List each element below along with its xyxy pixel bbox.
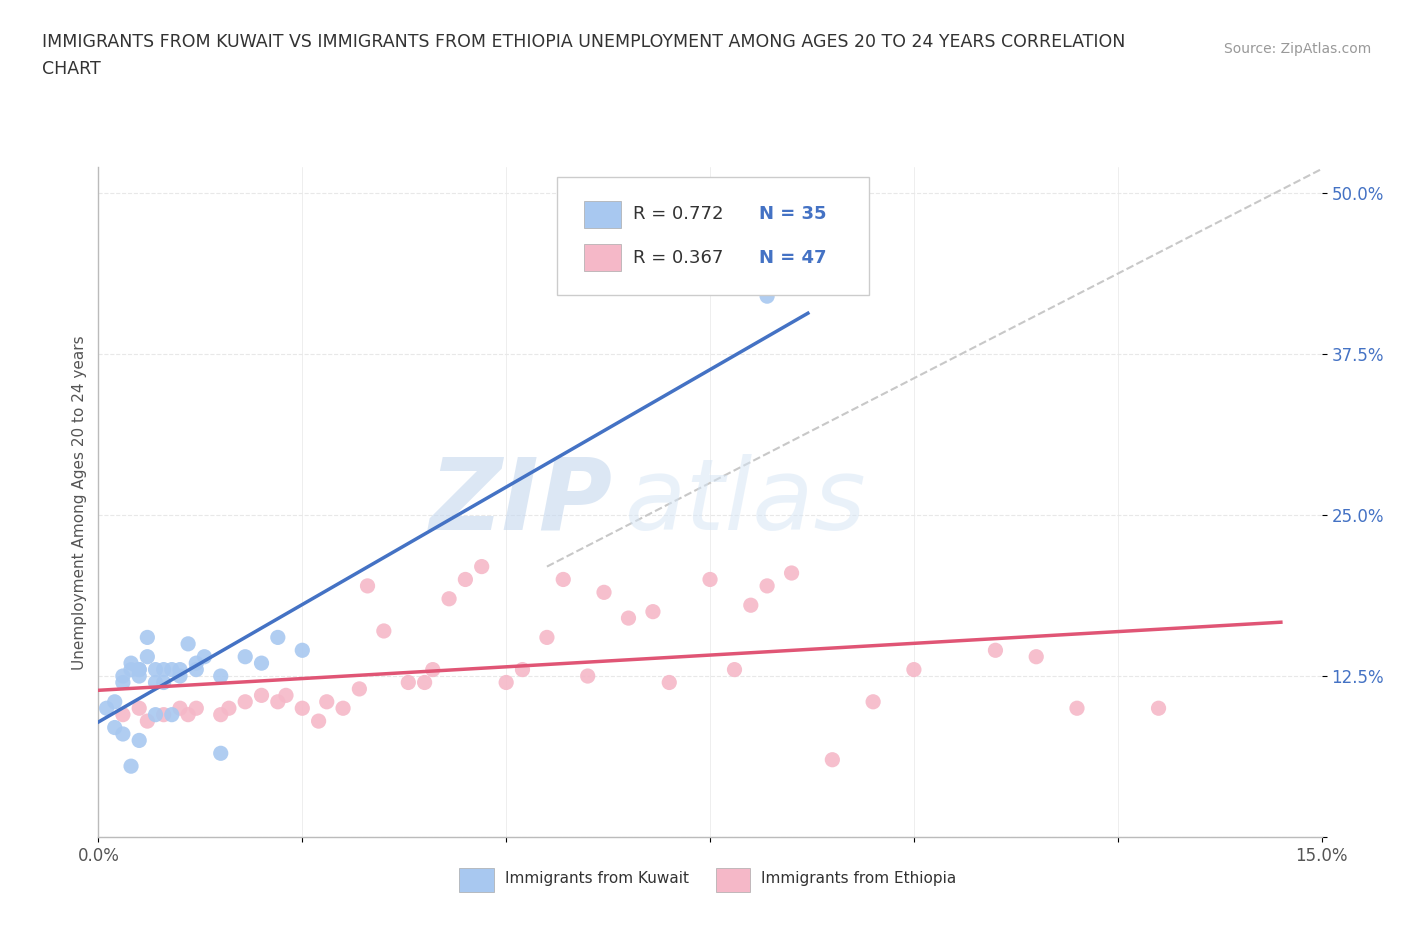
Point — [233, 695, 256, 710]
Point — [120, 759, 142, 774]
Point — [128, 662, 150, 677]
Text: N = 35: N = 35 — [759, 206, 827, 223]
Text: R = 0.772: R = 0.772 — [633, 206, 724, 223]
Point — [576, 669, 599, 684]
Point — [111, 669, 134, 684]
Text: ZIP: ZIP — [429, 454, 612, 551]
Point — [862, 695, 884, 710]
Point — [903, 662, 925, 677]
Point — [512, 662, 534, 677]
Text: atlas: atlas — [624, 454, 866, 551]
Point — [658, 675, 681, 690]
Point — [1147, 701, 1170, 716]
Point — [136, 630, 159, 644]
Point — [1066, 701, 1088, 716]
Text: R = 0.367: R = 0.367 — [633, 249, 723, 267]
Point — [699, 572, 721, 587]
Point — [209, 746, 232, 761]
Point — [291, 643, 314, 658]
Point — [437, 591, 460, 606]
Point — [145, 707, 167, 722]
Point — [96, 701, 118, 716]
Y-axis label: Unemployment Among Ages 20 to 24 years: Unemployment Among Ages 20 to 24 years — [72, 335, 87, 670]
FancyBboxPatch shape — [460, 869, 494, 892]
Point — [104, 720, 127, 735]
Point — [593, 585, 616, 600]
Point — [756, 578, 779, 593]
Point — [396, 675, 419, 690]
Point — [104, 695, 127, 710]
Point — [274, 688, 297, 703]
Point — [152, 707, 174, 722]
Point — [349, 682, 371, 697]
Point — [186, 662, 208, 677]
Text: Immigrants from Ethiopia: Immigrants from Ethiopia — [762, 871, 956, 886]
Point — [413, 675, 436, 690]
Text: Immigrants from Kuwait: Immigrants from Kuwait — [505, 871, 689, 886]
Text: Source: ZipAtlas.com: Source: ZipAtlas.com — [1223, 42, 1371, 56]
Point — [422, 662, 444, 677]
Point — [111, 675, 134, 690]
FancyBboxPatch shape — [583, 201, 620, 228]
Point — [186, 656, 208, 671]
Point — [495, 675, 517, 690]
Point — [169, 669, 191, 684]
Point — [291, 701, 314, 716]
Point — [120, 662, 142, 677]
Text: CHART: CHART — [42, 60, 101, 78]
Point — [152, 675, 174, 690]
Point — [233, 649, 256, 664]
Point — [740, 598, 762, 613]
Point — [780, 565, 803, 580]
Point — [617, 611, 640, 626]
Point — [356, 578, 378, 593]
Point — [553, 572, 575, 587]
Point — [111, 707, 134, 722]
Point — [373, 623, 395, 638]
Point — [160, 707, 183, 722]
Point — [128, 701, 150, 716]
Point — [145, 662, 167, 677]
Point — [177, 707, 200, 722]
Point — [308, 713, 330, 728]
Point — [1025, 649, 1047, 664]
FancyBboxPatch shape — [557, 178, 869, 295]
Point — [536, 630, 558, 644]
Point — [821, 752, 844, 767]
Point — [128, 669, 150, 684]
Point — [152, 662, 174, 677]
Point — [250, 656, 273, 671]
Point — [250, 688, 273, 703]
Point — [209, 707, 232, 722]
Point — [186, 701, 208, 716]
Point — [267, 695, 290, 710]
Point — [315, 695, 337, 710]
Point — [193, 649, 215, 664]
Point — [169, 662, 191, 677]
FancyBboxPatch shape — [716, 869, 751, 892]
Point — [120, 656, 142, 671]
FancyBboxPatch shape — [583, 245, 620, 272]
Point — [128, 733, 150, 748]
Point — [454, 572, 477, 587]
Point — [723, 662, 745, 677]
Point — [160, 662, 183, 677]
Point — [111, 726, 134, 741]
Point — [756, 288, 779, 303]
Point — [218, 701, 240, 716]
Point — [145, 675, 167, 690]
Point — [332, 701, 354, 716]
Point — [267, 630, 290, 644]
Point — [169, 701, 191, 716]
Text: IMMIGRANTS FROM KUWAIT VS IMMIGRANTS FROM ETHIOPIA UNEMPLOYMENT AMONG AGES 20 TO: IMMIGRANTS FROM KUWAIT VS IMMIGRANTS FRO… — [42, 33, 1126, 50]
Point — [136, 649, 159, 664]
Point — [641, 604, 664, 619]
Point — [128, 662, 150, 677]
Point — [471, 559, 494, 574]
Point — [177, 636, 200, 651]
Text: N = 47: N = 47 — [759, 249, 827, 267]
Point — [136, 713, 159, 728]
Point — [984, 643, 1007, 658]
Point — [209, 669, 232, 684]
